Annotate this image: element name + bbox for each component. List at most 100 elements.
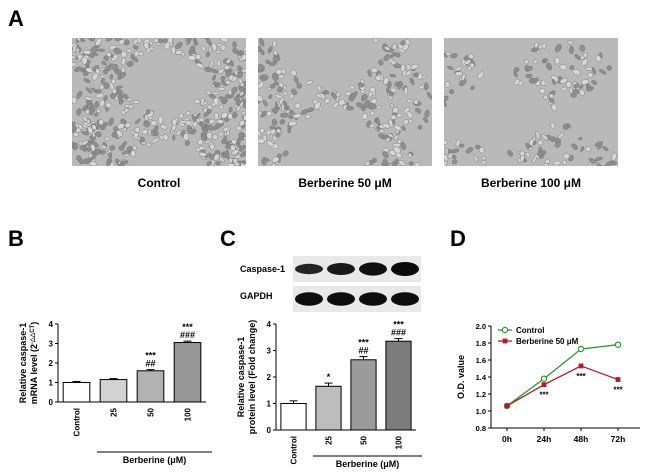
cell <box>543 58 548 63</box>
cell <box>602 146 609 152</box>
cell <box>444 99 447 107</box>
cell <box>451 159 458 165</box>
cell <box>585 83 591 89</box>
cell <box>95 38 102 47</box>
cell <box>477 71 484 79</box>
cell <box>345 91 352 96</box>
cell <box>118 145 125 151</box>
y-tick-label: 0.8 <box>476 424 486 433</box>
cell <box>559 77 568 84</box>
cell <box>362 93 368 101</box>
category-label: 25 <box>325 435 334 444</box>
cell <box>224 65 230 70</box>
cell <box>239 119 245 127</box>
cell <box>290 69 297 76</box>
cell <box>224 117 230 123</box>
cell <box>386 87 390 93</box>
cell <box>573 83 580 89</box>
cell <box>587 72 594 78</box>
cell <box>400 141 406 150</box>
cell <box>296 83 302 89</box>
significance-label: *** <box>358 338 369 348</box>
cell <box>481 156 486 161</box>
cell <box>204 66 212 72</box>
cell <box>206 108 212 114</box>
cell <box>133 45 139 50</box>
cell <box>370 111 375 116</box>
cell <box>217 68 225 74</box>
cell <box>116 130 123 137</box>
cell <box>581 58 588 66</box>
cell <box>387 133 394 138</box>
cell <box>258 81 265 89</box>
x-tick-label: 0h <box>502 434 512 444</box>
cell <box>378 59 384 66</box>
cell <box>90 45 98 54</box>
cell <box>179 120 188 124</box>
cell <box>126 61 132 67</box>
cell <box>259 127 265 134</box>
cell <box>225 58 231 64</box>
cell <box>272 135 278 142</box>
y-tick-label: 0 <box>49 398 54 407</box>
y-tick-label: 2 <box>267 373 272 382</box>
micrograph-control <box>72 38 246 166</box>
cell <box>574 54 581 60</box>
cell <box>241 68 246 73</box>
cell <box>525 73 533 78</box>
cell <box>207 124 214 131</box>
cell <box>550 122 556 130</box>
cell <box>121 150 130 155</box>
cell <box>108 157 113 163</box>
y-tick-label: 4 <box>49 320 54 329</box>
cell <box>124 108 129 113</box>
cell <box>100 150 106 155</box>
cell <box>132 145 137 151</box>
cell <box>267 46 273 54</box>
cell <box>465 147 474 154</box>
cell <box>474 144 481 150</box>
cell <box>112 88 117 94</box>
category-label: Control <box>73 408 82 436</box>
cell <box>611 152 617 161</box>
cell <box>394 81 400 87</box>
cell <box>134 127 141 133</box>
cell <box>266 111 273 117</box>
blot-band <box>391 292 419 306</box>
cell <box>540 79 546 86</box>
cell <box>121 110 126 115</box>
panel-letter-c: C <box>220 226 236 251</box>
cell <box>413 99 419 105</box>
cell <box>579 89 585 96</box>
cell <box>459 143 465 148</box>
cell <box>199 122 207 129</box>
cell <box>73 142 78 151</box>
y-axis-label-line1: Relative caspase-1 <box>236 337 246 418</box>
cell <box>539 88 546 94</box>
cell <box>269 125 274 130</box>
cell <box>91 87 98 93</box>
micrograph-berberine-100 <box>444 38 618 166</box>
cell <box>242 81 246 88</box>
cell <box>415 107 422 114</box>
series-line <box>506 344 619 407</box>
cell <box>172 134 176 141</box>
cell <box>447 65 454 70</box>
cell <box>279 112 289 118</box>
legend-label: Berberine 50 μM <box>516 337 579 346</box>
cell <box>403 86 408 96</box>
cell <box>524 59 530 65</box>
cell <box>450 53 458 59</box>
cell <box>197 139 204 146</box>
cell <box>409 77 415 86</box>
cell <box>288 120 297 127</box>
cell <box>95 93 104 99</box>
cell <box>133 132 139 138</box>
y-axis-label-line1: Relative caspase-1 <box>18 323 28 404</box>
cell <box>367 69 372 78</box>
cell <box>390 52 396 58</box>
cell <box>368 103 377 110</box>
cell <box>194 59 200 64</box>
series-point <box>614 341 622 348</box>
